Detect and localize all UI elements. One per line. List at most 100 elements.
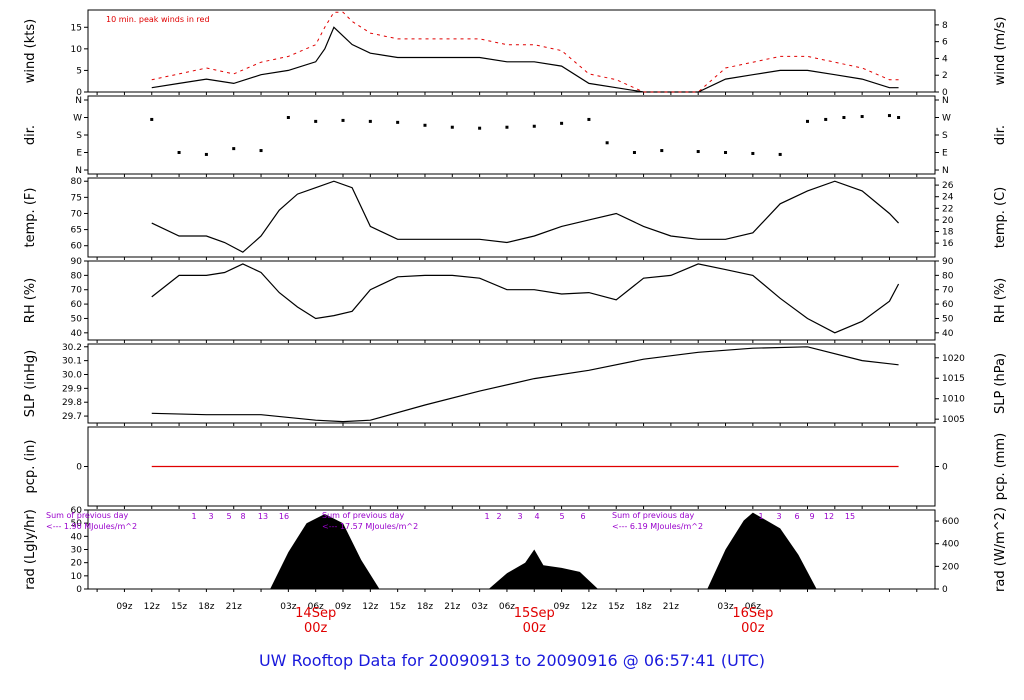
- dir-point: [897, 116, 901, 119]
- rh-ytick-left-label: 70: [71, 286, 83, 296]
- ylabel-left-1: dir.: [23, 125, 38, 145]
- rh-ytick-right-label: 80: [942, 271, 954, 281]
- ylabel-right-6: rad (W/m^2): [993, 507, 1008, 592]
- dir-point: [368, 119, 372, 123]
- pcp-ytick-right-label: 0: [942, 463, 948, 473]
- date-label-hour: 00z: [304, 621, 328, 636]
- temp-series: [151, 180, 900, 253]
- rad-sum-line1: Sum of previous day: [322, 511, 404, 520]
- x-tick-label: 06z: [745, 602, 761, 612]
- temp-ytick-right-label: 24: [942, 193, 954, 203]
- temp-ytick-right-label: 18: [942, 228, 954, 238]
- ylabel-left-3: RH (%): [23, 278, 38, 323]
- temp-ytick-right-label: 26: [942, 181, 954, 191]
- slp-ytick-left-label: 29.9: [62, 384, 82, 394]
- x-tick-label: 21z: [663, 602, 679, 612]
- pcp-ytick-left-label: 0: [76, 463, 82, 473]
- dir-point: [232, 147, 236, 151]
- slp-ytick-left-label: 29.7: [62, 412, 82, 422]
- rad-hour-mark: 6: [580, 512, 585, 521]
- ylabel-right-4: SLP (hPa): [993, 353, 1008, 414]
- rad-sum-line2: <--- 17.57 MJoules/m^2: [322, 522, 418, 531]
- dir-ytick-right-label: N: [942, 96, 949, 106]
- rad-hour-mark: 13: [258, 512, 268, 521]
- rad-hour-mark: 8: [240, 512, 245, 521]
- rad-hour-mark: 1: [191, 512, 196, 521]
- dir-point: [724, 151, 728, 154]
- rad-hour-mark: 5: [559, 512, 564, 521]
- rad-ytick-left-label: 0: [76, 585, 82, 595]
- rad-hour-mark: 3: [208, 512, 213, 521]
- x-tick-label: 15z: [608, 602, 624, 612]
- dir-point: [259, 149, 263, 153]
- dir-point: [341, 118, 345, 122]
- dir-point: [587, 117, 591, 121]
- dir-point: [632, 151, 636, 154]
- rad-sum-line1: Sum of previous day: [46, 511, 128, 520]
- slp-ytick-left-label: 30.1: [62, 357, 82, 367]
- rad-hour-mark: 6: [794, 512, 799, 521]
- rh-ytick-left-label: 40: [71, 329, 83, 339]
- dir-ytick-right-label: E: [942, 149, 948, 159]
- x-tick-label: 18z: [635, 602, 651, 612]
- ylabel-right-5: pcp. (mm): [993, 433, 1008, 500]
- x-tick-label: 09z: [335, 602, 351, 612]
- dir-point: [423, 123, 427, 127]
- x-tick-label: 09z: [553, 602, 569, 612]
- wind-ytick-right-label: 2: [942, 71, 948, 81]
- dir-point: [532, 124, 536, 128]
- x-tick-label: 18z: [198, 602, 214, 612]
- wind-ytick-left-label: 5: [76, 66, 82, 76]
- rad-hour-mark: 9: [809, 512, 814, 521]
- wind-ytick-left-label: 15: [71, 23, 82, 33]
- dir-ytick-right-label: S: [942, 131, 948, 141]
- dir-point: [605, 141, 609, 145]
- dir-point: [805, 119, 809, 123]
- panel-frame-3: [87, 260, 936, 341]
- dir-point: [396, 120, 400, 124]
- panel-frame-0: [87, 9, 936, 93]
- rad-hour-mark: 4: [534, 512, 539, 521]
- x-tick-label: 12z: [362, 602, 378, 612]
- slp-ytick-right-label: 1015: [942, 374, 965, 384]
- rad-area-day-2: [707, 512, 817, 589]
- temp-ytick-left-label: 60: [71, 242, 83, 252]
- temp-ytick-left-label: 80: [71, 177, 83, 187]
- x-tick-label: 12z: [581, 602, 597, 612]
- slp-ytick-right-label: 1010: [942, 395, 965, 405]
- rh-series: [151, 263, 900, 334]
- temp-ytick-left-label: 65: [71, 226, 82, 236]
- dir-point: [478, 126, 482, 130]
- dir-point: [314, 119, 318, 123]
- dir-point: [887, 114, 891, 118]
- slp-ytick-left-label: 29.8: [62, 398, 82, 408]
- panel-frame-2: [87, 177, 936, 258]
- rad-ytick-right-label: 0: [942, 585, 948, 595]
- dir-ytick-left-label: N: [75, 166, 82, 176]
- ylabel-left-5: pcp. (in): [23, 440, 38, 494]
- rad-ytick-right-label: 600: [942, 517, 959, 527]
- rh-ytick-left-label: 60: [71, 300, 83, 310]
- date-label-day: 14Sep: [295, 606, 336, 621]
- rh-ytick-left-label: 90: [71, 257, 83, 267]
- x-tick-label: 03z: [717, 602, 733, 612]
- rh-ytick-right-label: 90: [942, 257, 954, 267]
- dir-point: [505, 125, 509, 129]
- temp-ytick-right-label: 20: [942, 216, 954, 226]
- dir-point: [696, 150, 700, 154]
- temp-ytick-left-label: 70: [71, 209, 83, 219]
- dir-point: [560, 121, 564, 125]
- x-tick-label: 06z: [308, 602, 324, 612]
- wind-ytick-left-label: 10: [71, 45, 83, 55]
- rad-hour-mark: 1: [484, 512, 489, 521]
- rad-sum-line1: Sum of previous day: [612, 511, 694, 520]
- rad-ytick-right-label: 200: [942, 562, 959, 572]
- rad-area-day-1: [488, 549, 599, 589]
- rh-ytick-left-label: 80: [71, 271, 83, 281]
- ylabel-left-6: rad (Lgly/hr): [23, 509, 38, 590]
- dir-ytick-right-label: N: [942, 166, 949, 176]
- slp-ytick-left-label: 30.0: [62, 370, 82, 380]
- dir-ytick-left-label: E: [76, 149, 82, 159]
- dir-point: [860, 115, 864, 119]
- rh-ytick-right-label: 50: [942, 314, 954, 324]
